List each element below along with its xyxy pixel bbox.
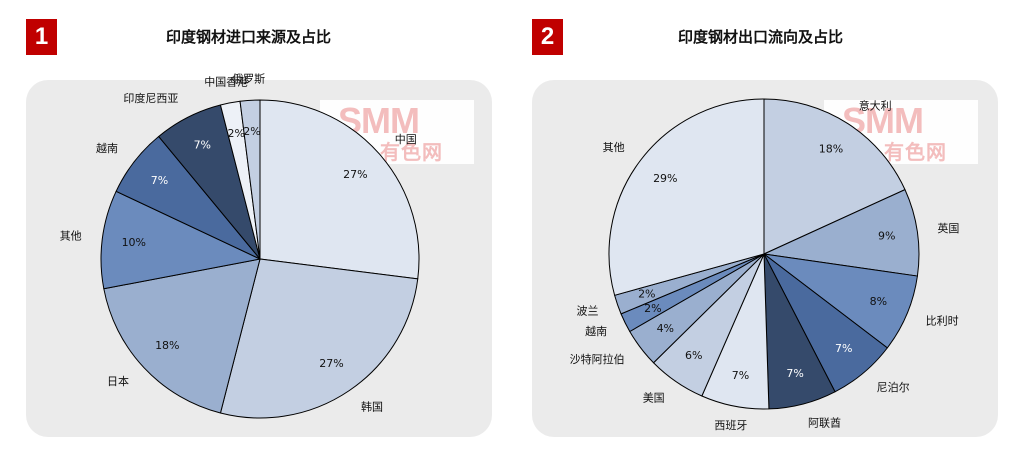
data-label-export-slice-3: 8% — [870, 295, 887, 308]
category-label-export-slice-2: 英国 — [937, 221, 959, 235]
watermark-logo-left: SMM 有色网 — [320, 100, 474, 164]
category-label-export-slice-10: 波兰 — [577, 304, 599, 317]
data-label-import-slice-3: 18% — [155, 339, 179, 352]
pie-slice-export-slice-1 — [763, 98, 906, 255]
data-label-export-slice-6: 7% — [732, 369, 749, 382]
category-label-export-slice-7: 美国 — [643, 391, 665, 404]
data-label-export-slice-8: 4% — [657, 322, 674, 335]
data-label-import-slice-5: 7% — [151, 174, 168, 187]
chart-title-export: 印度钢材出口流向及占比 — [678, 28, 844, 46]
category-label-export-slice-11: 其他 — [603, 141, 625, 154]
category-label-export-slice-8: 沙特阿拉伯 — [570, 352, 625, 366]
category-label-export-slice-3: 比利时 — [926, 315, 959, 328]
pie-slice-import-slice-1 — [259, 99, 420, 280]
data-label-import-slice-1: 27% — [343, 168, 367, 181]
pie-import: 27% 中国 27% 韩国 18% 日本 10% 其他 7% 越南 7% 印度尼西亚 2% 中国香港 2% 俄… — [60, 73, 420, 419]
pie-slice-import-slice-3 — [103, 258, 261, 414]
pie-slice-import-slice-2 — [219, 258, 419, 419]
data-label-import-slice-7: 2% — [227, 127, 244, 140]
data-label-import-slice-2: 27% — [319, 357, 343, 370]
data-label-import-slice-8: 2% — [243, 125, 260, 138]
category-label-import-slice-5: 越南 — [96, 141, 118, 155]
data-label-export-slice-9: 2% — [644, 302, 661, 315]
data-label-export-slice-10: 2% — [638, 288, 655, 301]
category-label-export-slice-6: 西班牙 — [714, 419, 747, 432]
chart-number-badge-2: 2 — [532, 19, 563, 55]
chart-title-import: 印度钢材进口来源及占比 — [166, 28, 332, 46]
category-label-export-slice-4: 尼泊尔 — [877, 381, 910, 394]
watermark-subtext: 有色网 — [380, 140, 443, 164]
category-label-export-slice-1: 意大利 — [859, 99, 892, 113]
category-label-import-slice-2: 韩国 — [361, 400, 383, 414]
category-label-import-slice-1: 中国 — [395, 133, 417, 146]
watermark-subtext: 有色网 — [884, 140, 947, 164]
category-label-import-slice-3: 日本 — [107, 374, 129, 388]
data-label-export-slice-1: 18% — [819, 143, 843, 156]
category-label-import-slice-6: 印度尼西亚 — [123, 91, 178, 105]
data-label-export-slice-11: 29% — [653, 172, 677, 185]
data-label-export-slice-4: 7% — [835, 342, 852, 355]
data-label-export-slice-7: 6% — [685, 349, 702, 362]
pie-slice-import-slice-4 — [100, 190, 261, 290]
pie-slice-export-slice-2 — [763, 189, 920, 277]
pie-slice-import-slice-8 — [239, 99, 261, 260]
category-label-import-slice-4: 其他 — [60, 230, 82, 243]
chart-number-badge-1: 1 — [26, 19, 57, 55]
data-label-export-slice-5: 7% — [786, 367, 803, 380]
pie-slice-export-slice-11 — [608, 98, 765, 296]
pie-export: 18% 意大利 9% 英国 8% 比利时 7% 尼泊尔 7% 阿联酋 7% 西班牙 6% 美国 4% 沙特阿拉… — [570, 98, 959, 432]
data-label-import-slice-6: 7% — [194, 139, 211, 152]
category-label-import-slice-8: 俄罗斯 — [232, 73, 265, 86]
category-label-export-slice-9: 越南 — [585, 324, 607, 338]
data-label-export-slice-2: 9% — [878, 229, 895, 242]
category-label-export-slice-5: 阿联酋 — [808, 416, 841, 430]
data-label-import-slice-4: 10% — [122, 236, 146, 249]
category-label-import-slice-7: 中国香港 — [204, 76, 248, 89]
